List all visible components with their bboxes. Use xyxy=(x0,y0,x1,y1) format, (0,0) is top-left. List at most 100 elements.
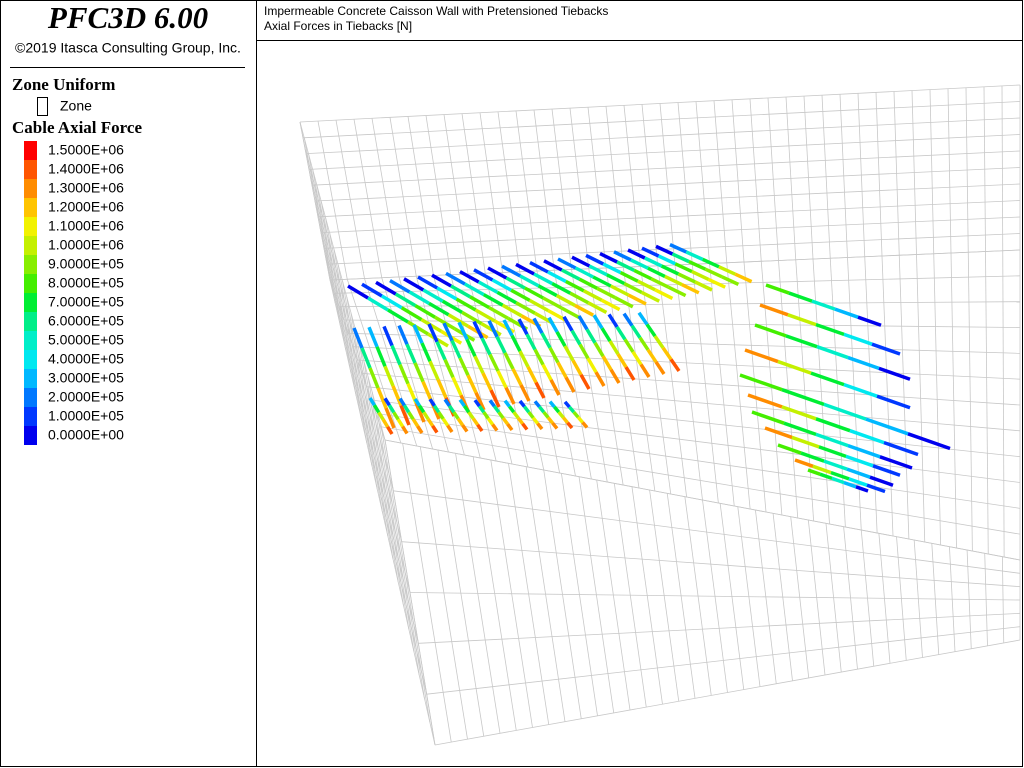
cable xyxy=(466,374,478,394)
cable xyxy=(688,260,707,271)
legend-swatch xyxy=(24,350,37,369)
cable xyxy=(606,273,626,286)
cable xyxy=(601,355,613,371)
mesh-line xyxy=(352,346,1021,380)
cable xyxy=(594,371,606,387)
cable xyxy=(578,343,590,360)
cable xyxy=(555,331,567,348)
legend-label: 1.3000E+06 xyxy=(48,180,124,196)
cable xyxy=(777,443,802,455)
mesh-line xyxy=(367,376,415,653)
cable xyxy=(502,319,514,337)
cable xyxy=(811,299,836,311)
cable xyxy=(843,332,873,346)
cable xyxy=(843,480,857,489)
mesh-line xyxy=(346,296,389,536)
cable xyxy=(459,270,480,284)
cable xyxy=(607,313,619,328)
cable xyxy=(847,443,881,459)
cable xyxy=(431,273,452,288)
plot-title: Impermeable Concrete Caisson Wall with P… xyxy=(264,4,608,18)
cable xyxy=(565,279,585,293)
cable xyxy=(823,459,848,471)
cable xyxy=(669,358,681,372)
legend-swatch xyxy=(24,407,37,426)
mesh-line xyxy=(418,612,1021,644)
cable xyxy=(474,308,496,323)
cable xyxy=(543,259,563,272)
cable xyxy=(788,291,813,303)
cable xyxy=(614,296,634,309)
cable xyxy=(855,485,869,493)
cable xyxy=(461,310,483,326)
cable xyxy=(411,418,420,428)
cable xyxy=(497,411,505,420)
mesh-line xyxy=(371,392,420,676)
cable xyxy=(533,348,545,366)
cable xyxy=(578,277,599,290)
cable xyxy=(623,282,643,294)
cable xyxy=(633,268,653,281)
mesh-line xyxy=(314,167,1021,202)
cable xyxy=(630,324,642,339)
cable xyxy=(408,290,430,305)
cable xyxy=(571,255,591,268)
mesh-line xyxy=(409,592,1021,601)
cable xyxy=(564,376,576,393)
cable xyxy=(818,445,847,459)
cable xyxy=(549,379,561,396)
mesh-line xyxy=(317,183,1021,218)
cable xyxy=(747,393,783,409)
cable xyxy=(571,359,583,376)
cable xyxy=(657,254,677,266)
cable xyxy=(422,411,430,421)
cable xyxy=(585,328,597,344)
cable xyxy=(450,284,471,299)
legend-label: 6.0000E+05 xyxy=(48,313,124,329)
cable xyxy=(501,264,522,278)
cable xyxy=(734,272,753,284)
cable xyxy=(785,334,818,349)
mesh-line xyxy=(357,359,1021,406)
cable xyxy=(495,336,507,354)
cable xyxy=(504,386,516,405)
cable xyxy=(458,357,470,377)
cable xyxy=(641,246,660,258)
cable xyxy=(669,243,688,254)
cable xyxy=(445,271,466,286)
cable xyxy=(532,317,544,334)
cable xyxy=(615,325,627,341)
cable xyxy=(647,266,666,278)
cable xyxy=(585,253,605,266)
cable xyxy=(352,327,364,349)
cable xyxy=(574,266,594,279)
cable xyxy=(492,405,501,414)
cable xyxy=(667,285,687,298)
cable xyxy=(587,301,608,314)
cable xyxy=(566,421,574,430)
cable xyxy=(879,455,913,470)
cable xyxy=(845,454,874,468)
cable xyxy=(819,472,833,481)
mesh-line xyxy=(308,134,1021,170)
cable xyxy=(883,440,919,457)
cable xyxy=(473,268,494,282)
cable xyxy=(367,296,389,312)
mesh-line xyxy=(348,332,1021,354)
cable xyxy=(685,250,704,261)
cable xyxy=(781,388,825,407)
app-title: PFC3D 6.00 xyxy=(47,0,208,35)
cable xyxy=(548,400,556,409)
cable xyxy=(637,311,649,326)
legend-label: 5.0000E+05 xyxy=(48,332,124,348)
cable xyxy=(812,464,832,475)
cable xyxy=(654,360,666,375)
cable xyxy=(561,416,569,424)
legend-swatch xyxy=(24,388,37,407)
cable xyxy=(592,275,612,288)
legend-label: 1.1000E+06 xyxy=(48,218,124,234)
cable xyxy=(815,322,845,337)
legend-swatch xyxy=(24,179,37,198)
cable xyxy=(488,353,500,372)
cable xyxy=(660,264,680,276)
